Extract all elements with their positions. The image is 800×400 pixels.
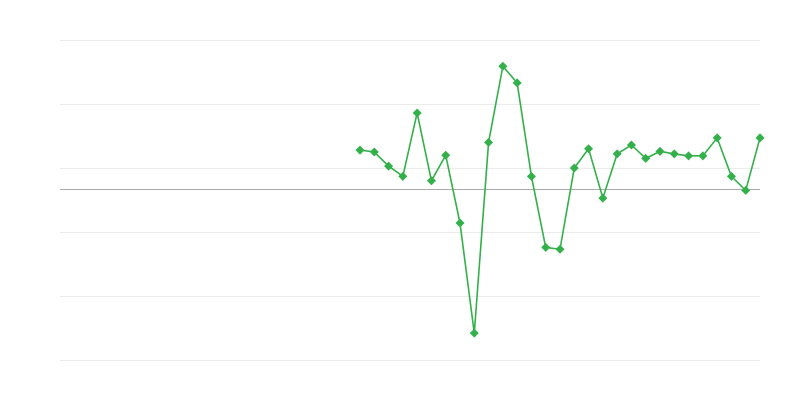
data-point[interactable] <box>726 171 736 181</box>
data-point[interactable] <box>426 176 436 186</box>
data-point[interactable] <box>569 163 579 173</box>
data-point[interactable] <box>412 108 422 118</box>
data-point[interactable] <box>684 151 694 161</box>
data-point[interactable] <box>355 145 365 155</box>
data-point[interactable] <box>598 193 608 203</box>
data-point[interactable] <box>612 149 622 159</box>
data-point[interactable] <box>555 244 565 254</box>
data-point[interactable] <box>655 146 665 156</box>
data-point[interactable] <box>498 61 508 71</box>
data-point[interactable] <box>669 149 679 159</box>
data-point[interactable] <box>584 144 594 154</box>
data-point[interactable] <box>741 185 751 195</box>
data-point[interactable] <box>455 218 465 228</box>
data-point[interactable] <box>526 171 536 181</box>
data-point[interactable] <box>384 161 394 171</box>
data-point[interactable] <box>755 133 765 143</box>
gridlines <box>60 40 760 361</box>
data-point[interactable] <box>641 153 651 163</box>
data-point[interactable] <box>398 171 408 181</box>
data-point[interactable] <box>698 151 708 161</box>
series-line <box>359 64 761 334</box>
data-point[interactable] <box>512 78 522 88</box>
data-point[interactable] <box>369 147 379 157</box>
data-point[interactable] <box>541 242 551 252</box>
data-point[interactable] <box>626 140 636 150</box>
series-group <box>355 61 765 338</box>
data-point[interactable] <box>469 328 479 338</box>
data-point[interactable] <box>712 133 722 143</box>
data-point[interactable] <box>441 150 451 160</box>
data-point[interactable] <box>484 137 494 147</box>
